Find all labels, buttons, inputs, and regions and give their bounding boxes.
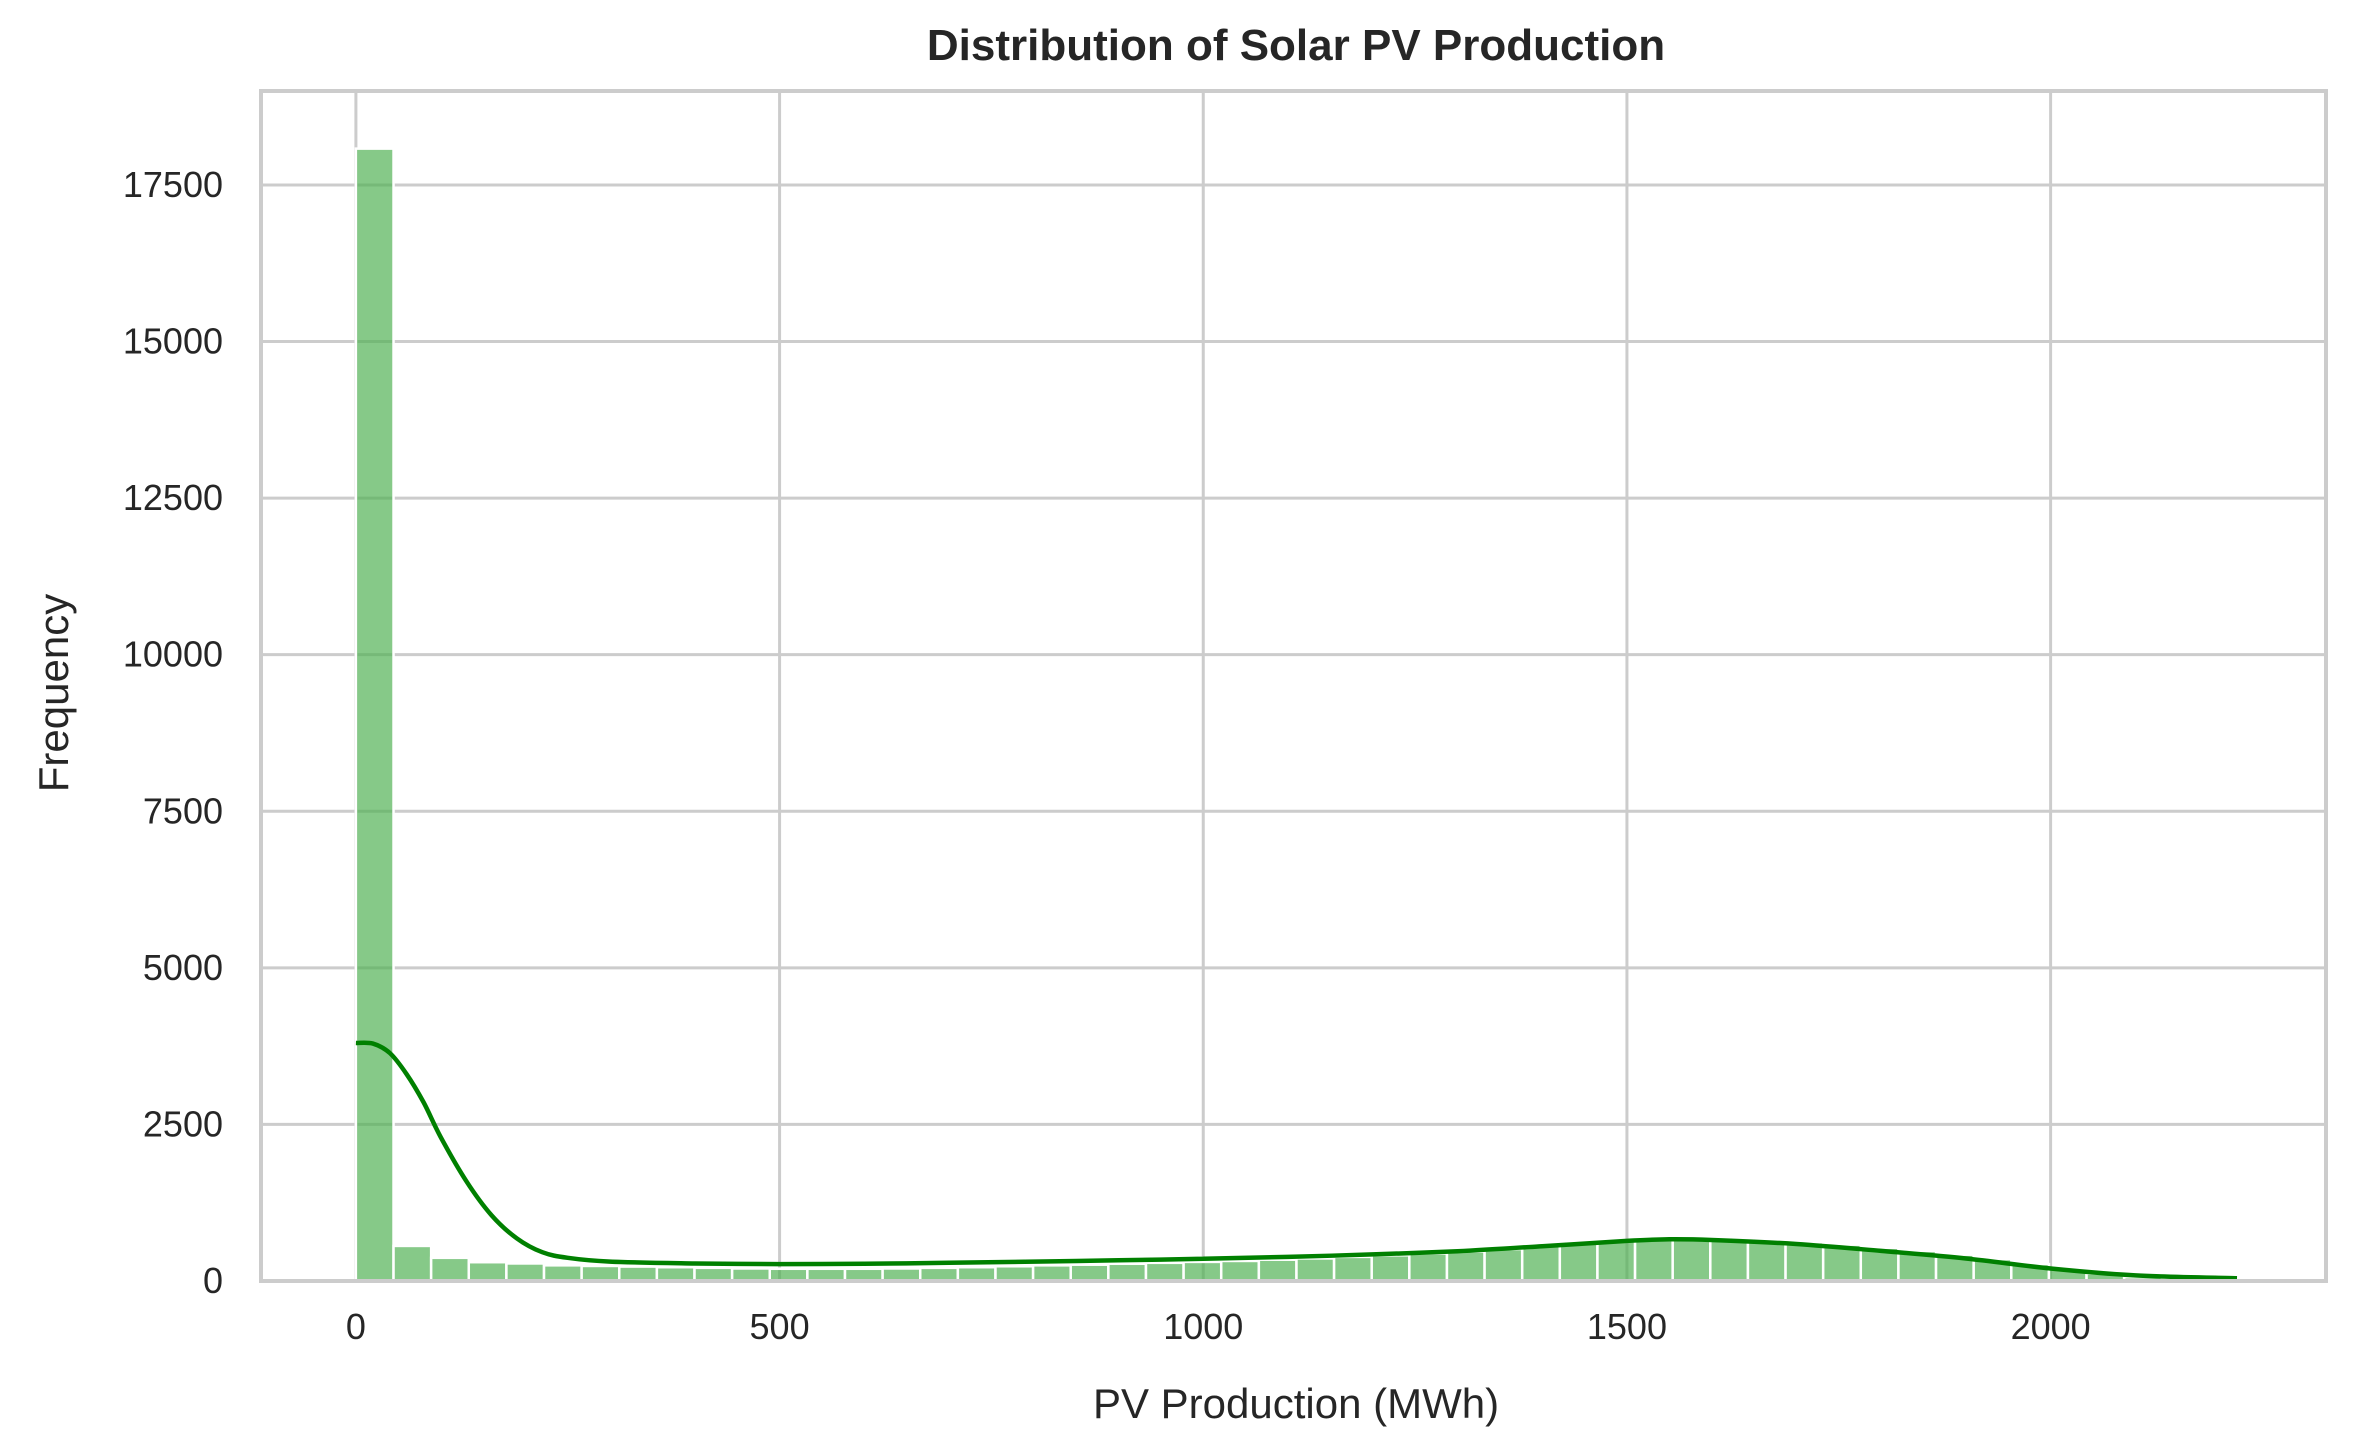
histogram-bar — [1520, 1244, 1562, 1283]
histogram-bar — [1633, 1237, 1674, 1283]
kde-curve-layer — [355, 1040, 2238, 1281]
y-tick-label: 10000 — [123, 634, 223, 675]
histogram-bar — [994, 1265, 1035, 1283]
histogram-bar — [1332, 1255, 1373, 1283]
x-tick-label: 0 — [346, 1306, 366, 1347]
histogram-bar — [505, 1262, 546, 1283]
histogram-bar — [1445, 1250, 1486, 1283]
y-tick-label: 2500 — [143, 1103, 223, 1144]
y-tick-labels: 0 2500 5000 7500 10000 12500 15000 17500 — [123, 164, 223, 1301]
x-tick-label: 2000 — [2011, 1306, 2091, 1347]
y-axis-label: Frequency — [30, 594, 77, 792]
histogram-bar — [1746, 1239, 1787, 1283]
histogram-bar — [1031, 1264, 1072, 1283]
histogram-bar — [429, 1256, 471, 1283]
y-tick-label: 15000 — [123, 321, 223, 362]
histogram-bar — [1069, 1263, 1110, 1283]
x-axis-label: PV Production (MWh) — [1093, 1380, 1499, 1427]
plot-frame — [259, 89, 2328, 1283]
x-tick-label: 1000 — [1163, 1306, 1243, 1347]
histogram-bar — [1709, 1237, 1750, 1283]
histogram-bar — [1219, 1259, 1261, 1283]
histogram-bar — [580, 1264, 621, 1283]
histogram-bar — [1182, 1260, 1223, 1283]
x-tick-label: 500 — [750, 1306, 810, 1347]
histogram-bar — [1370, 1254, 1411, 1283]
y-tick-label: 0 — [203, 1260, 223, 1301]
histogram-bar — [467, 1260, 508, 1283]
y-tick-label: 17500 — [123, 164, 223, 205]
histogram-bar — [655, 1265, 696, 1283]
histogram-bar — [1107, 1262, 1148, 1283]
kde-line — [355, 1040, 2238, 1281]
y-tick-label: 12500 — [123, 477, 223, 518]
histogram-bar — [1596, 1239, 1637, 1283]
y-tick-label: 7500 — [143, 790, 223, 831]
histogram-bar — [392, 1244, 433, 1283]
x-tick-labels: 0 500 1000 1500 2000 — [346, 1306, 2091, 1347]
histogram-bar — [1558, 1241, 1599, 1283]
histogram-bar — [1671, 1237, 1712, 1283]
histogram-bar — [1784, 1240, 1825, 1283]
histogram-bar — [956, 1265, 997, 1283]
histogram-bar — [1483, 1247, 1524, 1283]
histogram-bar — [354, 147, 395, 1283]
chart-title: Distribution of Solar PV Production — [927, 21, 1665, 70]
histogram-bar — [1144, 1261, 1185, 1283]
x-tick-label: 1500 — [1587, 1306, 1667, 1347]
histogram-bar — [618, 1265, 659, 1283]
histogram-bar — [1408, 1252, 1449, 1283]
y-tick-label: 5000 — [143, 947, 223, 988]
histogram-bar — [1257, 1258, 1298, 1283]
histogram-bar — [1295, 1257, 1336, 1283]
histogram-bar — [542, 1264, 583, 1283]
